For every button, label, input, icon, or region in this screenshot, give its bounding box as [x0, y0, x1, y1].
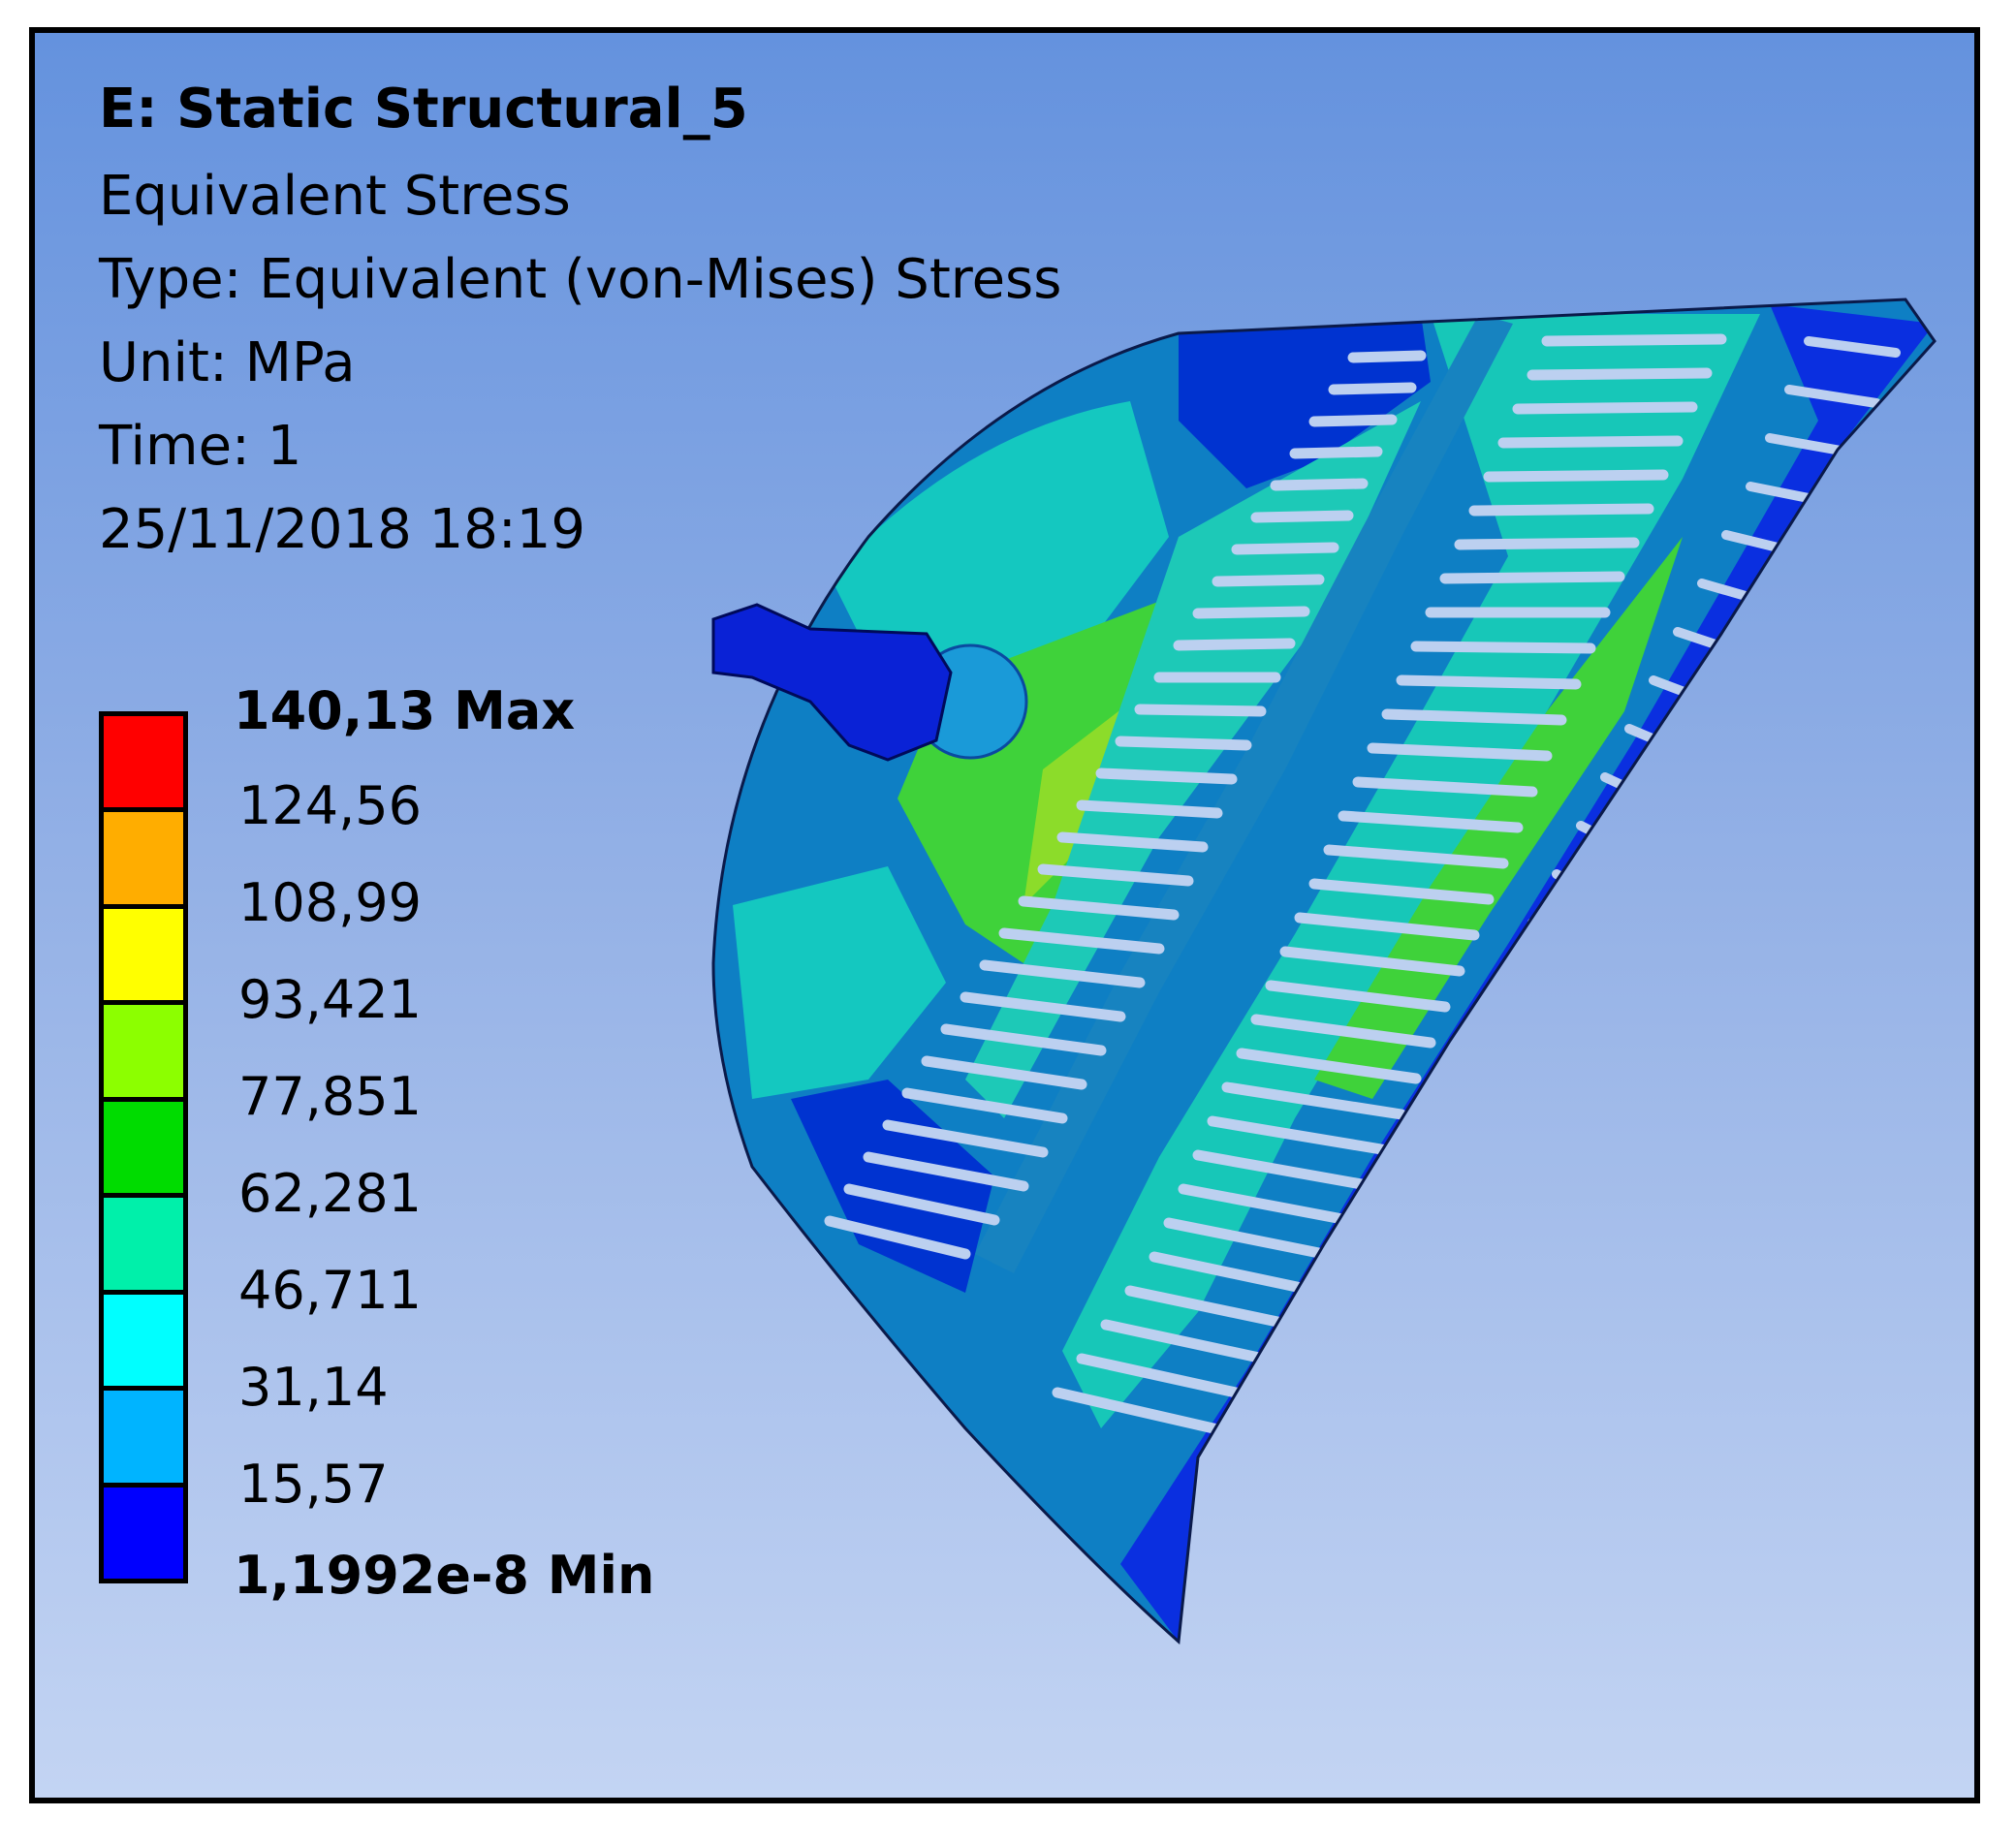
legend-band-2 [104, 908, 183, 1006]
legend-min-label: 1,1992e-8 Min [234, 1545, 655, 1606]
legend-band-0 [104, 716, 183, 813]
legend-band-1 [104, 812, 183, 909]
contour-body [713, 299, 1935, 1642]
shaft [711, 603, 953, 762]
color-legend-bar[interactable] [99, 711, 188, 1583]
result-date: 25/11/2018 18:19 [99, 498, 585, 561]
legend-tick: 124,56 [238, 775, 422, 836]
legend-tick: 93,421 [238, 969, 422, 1030]
result-unit: Unit: MPa [99, 331, 356, 394]
result-name: Equivalent Stress [99, 165, 571, 228]
legend-band-4 [104, 1101, 183, 1199]
legend-band-3 [104, 1005, 183, 1102]
result-viewport[interactable]: E: Static Structural_5 Equivalent Stress… [29, 27, 1980, 1803]
legend-band-7 [104, 1391, 183, 1488]
analysis-title: E: Static Structural_5 [99, 78, 748, 141]
legend-tick: 31,14 [238, 1357, 389, 1418]
legend-tick: 62,281 [238, 1163, 422, 1224]
legend-tick: 15,57 [238, 1454, 389, 1515]
legend-band-8 [104, 1487, 183, 1579]
result-type: Type: Equivalent (von-Mises) Stress [99, 248, 1062, 311]
legend-tick: 108,99 [238, 872, 422, 933]
legend-band-6 [104, 1294, 183, 1392]
result-time: Time: 1 [99, 415, 302, 478]
legend-band-5 [104, 1198, 183, 1295]
legend-tick: 77,851 [238, 1066, 422, 1127]
body-outline [711, 298, 1936, 1645]
legend-max-label: 140,13 Max [234, 680, 576, 741]
stress-contour-model[interactable] [35, 33, 1974, 1798]
legend-tick: 46,711 [238, 1260, 422, 1321]
